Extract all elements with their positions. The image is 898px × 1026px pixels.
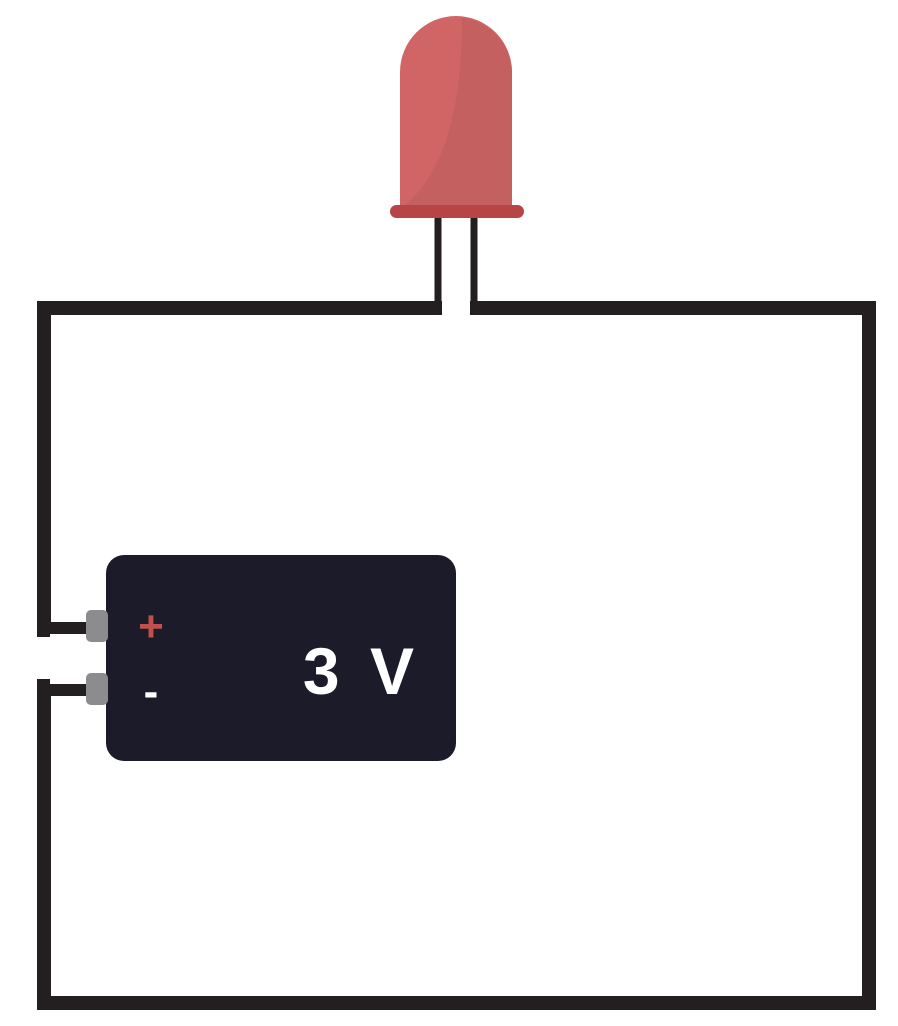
- led-bulb-shade: [404, 18, 512, 206]
- led-icon: [390, 16, 524, 303]
- led-base: [390, 205, 524, 218]
- battery-terminal-negative: [86, 673, 108, 705]
- battery: + - 3 V: [44, 555, 456, 761]
- battery-body: [106, 555, 456, 761]
- positive-symbol: +: [138, 602, 164, 651]
- battery-terminal-positive: [86, 610, 108, 642]
- battery-voltage-label: 3 V: [303, 634, 420, 708]
- negative-symbol: -: [144, 667, 159, 716]
